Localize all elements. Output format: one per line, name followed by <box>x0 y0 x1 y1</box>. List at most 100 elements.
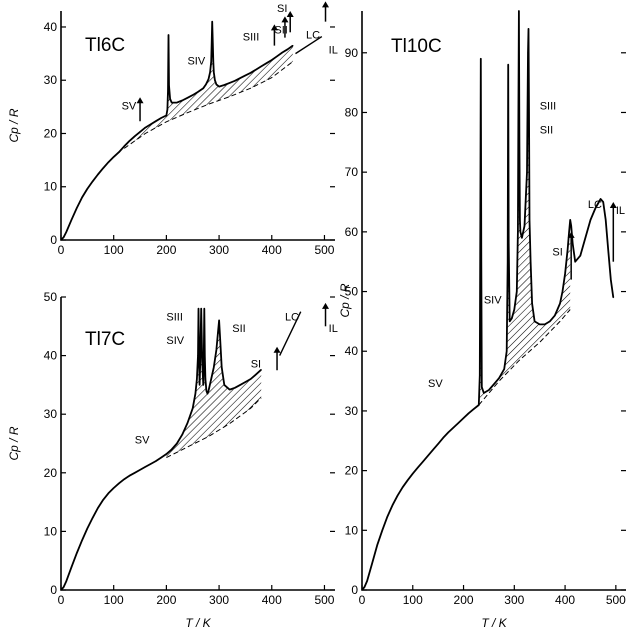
data-point <box>292 45 294 47</box>
data-point <box>610 279 612 281</box>
data-point <box>511 317 513 319</box>
data-point <box>60 589 62 591</box>
data-point <box>526 171 528 173</box>
data-point <box>559 302 561 305</box>
y-tick-label: 0 <box>50 583 57 597</box>
x-tick-label: 500 <box>314 243 334 257</box>
data-point <box>481 386 483 388</box>
data-point <box>513 308 515 311</box>
data-point <box>128 475 131 477</box>
data-point <box>215 83 217 86</box>
transition-arrowhead <box>270 24 278 31</box>
data-point <box>239 77 241 79</box>
data-point <box>519 231 522 233</box>
y-tick-label: 0 <box>50 233 57 247</box>
y-tick-label: 30 <box>44 73 58 87</box>
data-point <box>86 188 88 190</box>
x-tick-label: 0 <box>58 243 65 257</box>
phase-label: SI <box>251 358 261 370</box>
data-point <box>171 102 173 104</box>
data-point <box>144 127 146 129</box>
data-point <box>422 461 424 463</box>
panel-title: Tl10C <box>391 36 442 57</box>
transition-arrowhead <box>322 302 330 309</box>
heat-capacity-curve <box>60 307 262 591</box>
y-tick-label: 40 <box>44 349 58 363</box>
phase-label: SIII <box>540 100 557 112</box>
data-point <box>518 141 521 143</box>
y-axis-label: Cp / R <box>338 283 352 317</box>
data-point <box>155 460 157 462</box>
data-point <box>206 393 209 395</box>
data-point <box>150 123 152 125</box>
data-point <box>203 308 205 310</box>
transition-arrowhead <box>609 202 617 209</box>
x-tick-label: 0 <box>58 593 65 607</box>
data-point <box>118 151 120 153</box>
data-point <box>250 378 252 380</box>
y-tick-label: 10 <box>44 524 58 538</box>
data-point <box>186 97 189 99</box>
phase-label: SV <box>135 435 150 447</box>
data-point <box>488 389 490 391</box>
data-point <box>92 180 94 182</box>
data-point <box>214 79 216 81</box>
data-point <box>212 61 214 63</box>
phase-label: SIII <box>243 31 260 43</box>
y-tick-label: 20 <box>44 466 58 480</box>
data-point <box>480 261 482 263</box>
phase-label: SI <box>277 3 287 15</box>
data-point <box>76 552 78 554</box>
data-point <box>239 384 241 386</box>
data-point <box>498 377 500 379</box>
data-point <box>202 87 204 89</box>
data-point <box>391 504 394 506</box>
data-point <box>255 69 257 71</box>
data-point <box>81 196 83 198</box>
y-tick-label: 40 <box>44 20 58 34</box>
data-point <box>150 463 152 465</box>
y-axis-label: Cp / R <box>7 108 21 142</box>
heat-capacity-curve <box>361 10 615 591</box>
data-point <box>531 302 533 305</box>
y-tick-label: 80 <box>345 105 359 119</box>
data-point <box>534 320 536 322</box>
data-point <box>197 91 199 93</box>
x-tick-label: 200 <box>156 593 176 607</box>
phase-label: IL <box>616 205 625 217</box>
data-point <box>70 566 73 568</box>
data-point <box>447 431 449 433</box>
lattice-baseline <box>166 397 262 459</box>
liquid-crystal-segment <box>295 35 323 55</box>
data-point <box>442 437 444 439</box>
phase-label: LC <box>285 311 299 323</box>
data-point <box>176 102 178 104</box>
data-point <box>160 457 162 459</box>
x-tick-label: 500 <box>606 593 626 607</box>
data-point <box>271 59 273 61</box>
data-point <box>210 378 212 380</box>
data-point <box>202 384 204 386</box>
data-point <box>181 434 183 436</box>
transition-arrowhead <box>281 16 289 23</box>
y-tick-label: 20 <box>345 464 359 478</box>
data-point <box>167 34 170 36</box>
data-point <box>215 349 217 351</box>
x-tick-label: 400 <box>555 593 575 607</box>
y-axis-label: Cp / R <box>7 426 21 460</box>
data-point <box>213 366 215 368</box>
y-tick-label: 50 <box>44 290 58 304</box>
data-point <box>134 472 136 474</box>
data-point <box>210 61 212 63</box>
data-point <box>134 135 136 137</box>
data-point <box>244 381 246 383</box>
data-point <box>209 71 211 73</box>
data-point <box>432 449 434 451</box>
data-point <box>517 231 519 233</box>
phase-label: IL <box>329 323 338 335</box>
y-tick-label: 30 <box>44 407 58 421</box>
data-point <box>579 255 581 257</box>
data-point <box>506 350 508 352</box>
data-point <box>81 539 83 541</box>
